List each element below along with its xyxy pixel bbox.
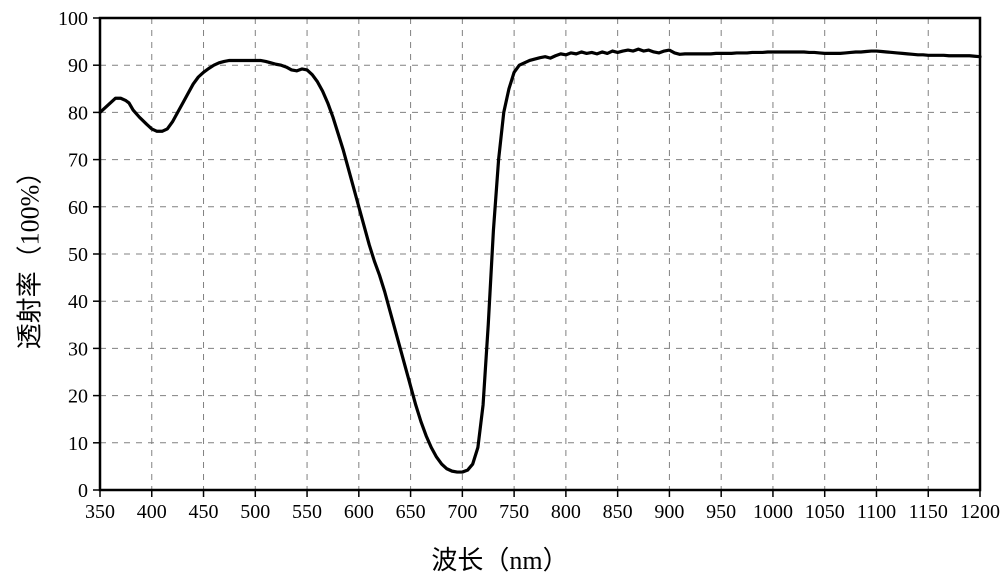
y-axis-label: 透射率（100%） [10,159,47,350]
y-tick-label: 40 [68,291,88,313]
x-tick-label: 500 [240,501,270,523]
y-tick-label: 50 [68,244,88,266]
x-tick-label: 900 [654,501,684,523]
x-tick-label: 750 [499,501,529,523]
x-tick-label: 650 [396,501,426,523]
x-tick-label: 350 [85,501,115,523]
x-tick-label: 700 [447,501,477,523]
y-tick-label: 90 [68,55,88,77]
x-tick-label: 1100 [857,501,896,523]
y-tick-label: 10 [68,433,88,455]
y-tick-label: 70 [68,150,88,172]
x-tick-label: 950 [706,501,736,523]
x-tick-label: 1050 [805,501,845,523]
x-tick-label: 400 [137,501,167,523]
y-tick-label: 60 [68,197,88,219]
chart-svg: 3504004505005506006507007508008509009501… [0,0,1000,540]
x-tick-label: 450 [189,501,219,523]
y-tick-label: 80 [68,102,88,124]
x-tick-label: 550 [292,501,322,523]
x-tick-label: 1200 [960,501,1000,523]
x-tick-label: 1150 [909,501,948,523]
x-tick-label: 800 [551,501,581,523]
y-tick-label: 20 [68,386,88,408]
chart-container: 透射率（100%） 350400450500550600650700750800… [0,0,1000,585]
x-tick-label: 1000 [753,501,793,523]
y-tick-label: 0 [78,480,88,502]
x-tick-label: 600 [344,501,374,523]
x-tick-label: 850 [603,501,633,523]
y-tick-label: 30 [68,338,88,360]
y-tick-label: 100 [58,8,88,30]
x-axis-label: 波长（nm） [0,540,1000,577]
